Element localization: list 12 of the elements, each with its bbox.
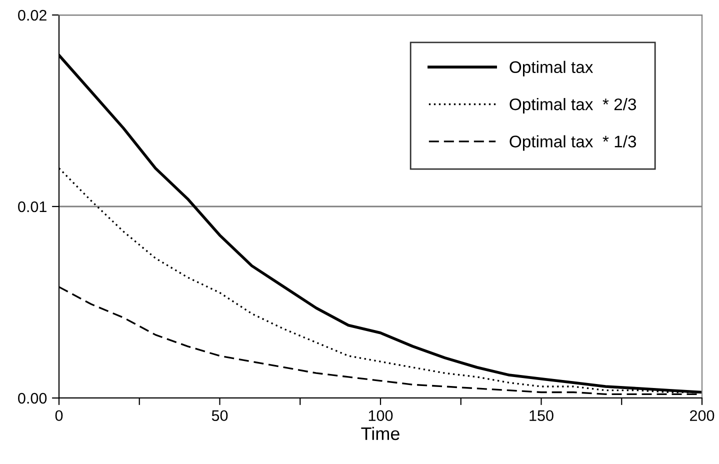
legend-label: Optimal tax [510, 60, 594, 76]
y-tick-label: 0.02 [18, 10, 46, 21]
x-tick-label: 50 [212, 410, 228, 422]
x-tick-label: 0 [55, 410, 63, 422]
legend-label: Optimal tax * 2/3 [510, 98, 636, 114]
x-tick-label: 100 [368, 410, 393, 422]
x-tick-label: 150 [530, 410, 554, 422]
y-tick-label: 0.00 [18, 392, 47, 404]
x-axis-title: Time [361, 426, 400, 440]
legend-label: Optimal tax * 1/3 [510, 135, 636, 151]
y-tick-label: 0.01 [18, 201, 46, 212]
x-tick-label: 200 [690, 410, 714, 422]
